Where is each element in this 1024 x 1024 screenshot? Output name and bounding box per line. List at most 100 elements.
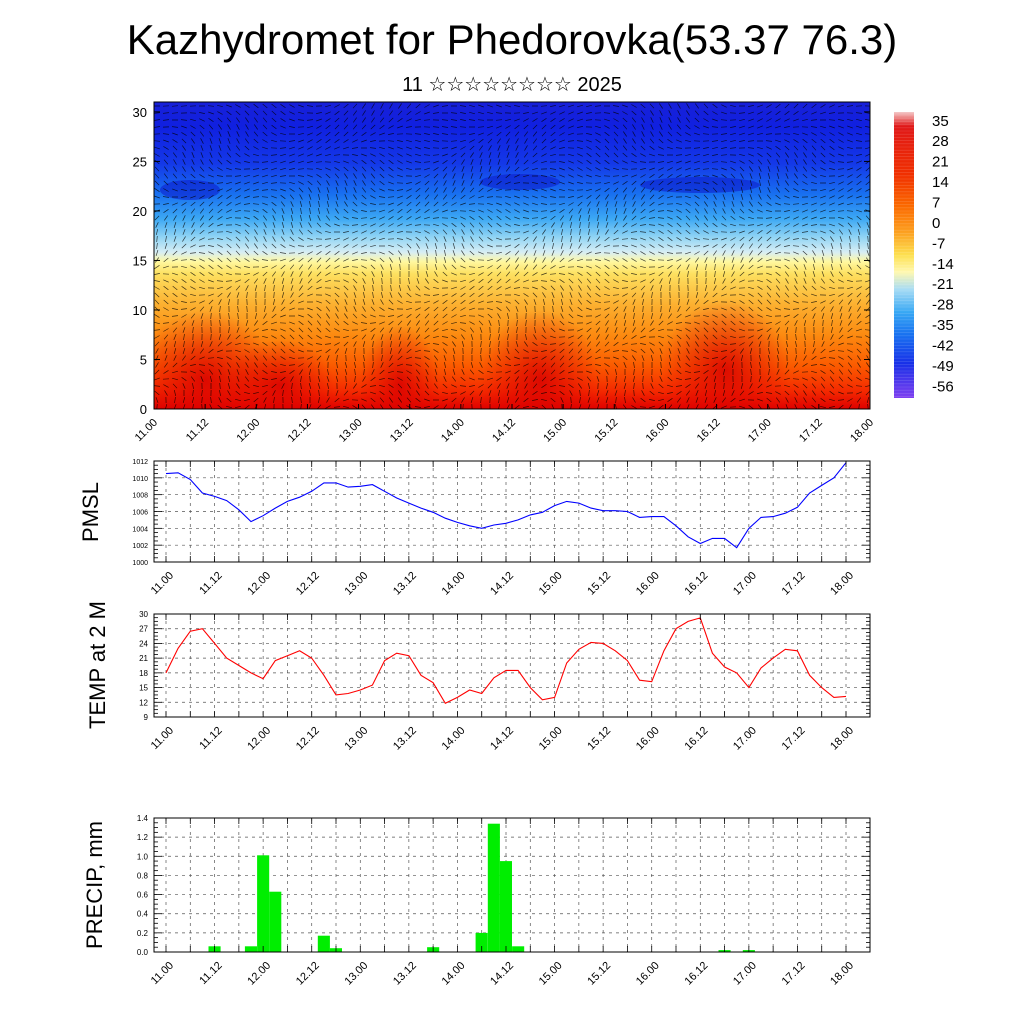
xtick-label: 12.12 (294, 960, 322, 988)
xtick-label: 13.00 (342, 725, 370, 753)
heatmap-xtick-label: 17.12 (797, 417, 825, 445)
ytick-label: 0.0 (137, 948, 149, 957)
ytick-label: 1006 (132, 510, 148, 517)
heatmap-xtick-label: 13.12 (388, 417, 416, 445)
colorbar-label: -7 (932, 235, 945, 252)
xtick-label: 16.00 (634, 960, 662, 988)
heatmap-xtick-label: 16.00 (644, 417, 672, 445)
precip-panel: 0.0 0.2 0.4 0.6 0.8 1.0 1.2 1.4 11.00 11.12 12.00 1… (82, 814, 871, 988)
xtick-label: 18.00 (828, 960, 856, 988)
colorbar-label: -49 (932, 358, 954, 375)
colorbar-scale (894, 112, 914, 398)
panel-ticks (154, 817, 870, 953)
page-subtitle: 11 ☆☆☆☆☆☆☆☆ 2025 (402, 74, 622, 96)
heatmap-xtick-label: 16.12 (695, 417, 723, 445)
xtick-label: 15.12 (585, 960, 613, 988)
heatmap-ytick-label: 10 (133, 303, 147, 318)
cold-region (480, 174, 560, 190)
cold-region (640, 177, 760, 193)
xtick-label: 14.12 (488, 725, 516, 753)
heatmap-ytick-label: 25 (133, 154, 147, 169)
xtick-label: 12.12 (294, 725, 322, 753)
colorbar-label: 0 (932, 215, 940, 232)
colorbar-label: 14 (932, 174, 949, 191)
xtick-label: 11.00 (149, 960, 176, 987)
precip-bar (317, 935, 330, 952)
page-title: Kazhydromet for Phedorovka(53.37 76.3) (126, 16, 898, 63)
xtick-label: 16.00 (634, 725, 662, 753)
colorbar-label: -14 (932, 256, 954, 273)
xtick-label: 14.00 (440, 725, 468, 753)
ytick-label: 0.8 (137, 871, 149, 880)
ytick-label: 27 (139, 625, 148, 634)
colorbar-label: 35 (932, 113, 949, 130)
series-line (165, 462, 847, 549)
heatmap-xtick-label: 12.00 (234, 417, 262, 445)
xtick-label: 11.00 (149, 570, 176, 597)
panel-ticks (154, 613, 870, 718)
heatmap-xtick-label: 15.00 (541, 417, 569, 445)
xtick-label: 17.12 (780, 725, 808, 753)
panel-frame (153, 613, 871, 718)
colorbar: 35 28 21 14 7 0 -7 -14 -21 -28 -35 -42 -49 -56 (894, 112, 954, 398)
xtick-label: 13.00 (342, 570, 370, 598)
ytick-label: 0.6 (137, 891, 149, 900)
xtick-label: 13.12 (391, 725, 419, 753)
ytick-label: 12 (139, 698, 148, 707)
precip-bar (487, 823, 500, 952)
panel-grid (154, 460, 870, 563)
xtick-label: 13.12 (391, 570, 419, 598)
xtick-label: 11.12 (197, 960, 224, 987)
xtick-label: 15.00 (537, 960, 565, 988)
ytick-label: 0.4 (137, 910, 149, 919)
ytick-label: 30 (139, 610, 148, 619)
heatmap-ytick-label: 15 (133, 253, 147, 268)
panel-ylabel: PRECIP, mm (82, 821, 107, 949)
ytick-label: 18 (139, 669, 148, 678)
wind-vectors (154, 103, 870, 409)
pmsl-panel: 1000 1002 1004 1006 1008 1010 1012 11.00 11.12 12… (78, 459, 871, 598)
xtick-label: 16.12 (682, 960, 710, 988)
xtick-label: 16.12 (682, 570, 710, 598)
xtick-label: 12.00 (245, 725, 273, 753)
series-line (165, 617, 847, 705)
heatmap-xtick-label: 15.12 (592, 417, 620, 445)
ytick-label: 1010 (132, 476, 148, 483)
precip-bar (257, 855, 270, 952)
ytick-label: 1002 (132, 543, 148, 550)
xtick-label: 14.00 (440, 960, 468, 988)
xtick-label: 14.12 (488, 570, 516, 598)
heatmap-xtick-label: 11.00 (133, 417, 160, 444)
heatmap-ytick-label: 5 (140, 352, 147, 367)
precip-bar (499, 861, 512, 952)
xtick-label: 16.00 (634, 570, 662, 598)
colorbar-label: -21 (932, 276, 954, 293)
colorbar-label: 21 (932, 154, 949, 171)
precip-bar (512, 946, 525, 952)
xtick-label: 13.00 (342, 960, 370, 988)
colorbar-label: 28 (932, 133, 949, 150)
colorbar-label: -56 (932, 378, 954, 395)
ytick-label: 24 (139, 639, 148, 648)
heatmap-xtick-label: 13.00 (337, 417, 365, 445)
xtick-label: 17.12 (780, 570, 808, 598)
heatmap-xtick-label: 18.00 (848, 417, 876, 445)
ytick-label: 1.2 (137, 833, 149, 842)
xtick-label: 11.00 (149, 725, 176, 752)
xtick-label: 15.00 (537, 725, 565, 753)
heatmap-xtick-label: 14.00 (439, 417, 467, 445)
warm-region (360, 325, 440, 409)
colorbar-label: 7 (932, 194, 940, 211)
colorbar-label: -28 (932, 297, 954, 314)
xtick-label: 15.00 (537, 570, 565, 598)
xtick-label: 17.12 (780, 960, 808, 988)
panel-ticks (154, 460, 870, 563)
panel-ylabel: PMSL (78, 482, 103, 542)
heatmap-ytick-label: 20 (133, 204, 147, 219)
ytick-label: 1008 (132, 493, 148, 500)
xtick-label: 17.00 (731, 725, 759, 753)
xtick-label: 11.12 (197, 570, 224, 597)
xtick-label: 17.00 (731, 570, 759, 598)
xtick-label: 14.12 (488, 960, 516, 988)
